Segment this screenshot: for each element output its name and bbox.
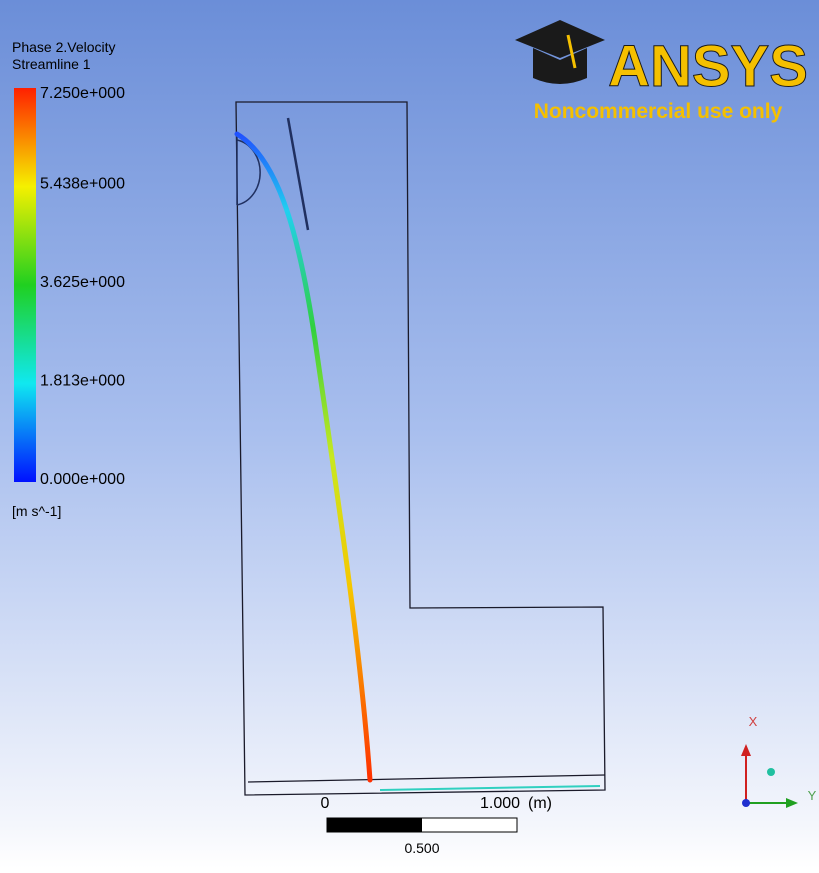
logo-note: Noncommercial use only bbox=[534, 100, 783, 123]
scale-end: 1.000 bbox=[480, 795, 520, 812]
legend-unit: [m s^-1] bbox=[12, 503, 61, 519]
scale-unit: (m) bbox=[528, 795, 552, 812]
legend-label: 7.250e+000 bbox=[40, 85, 125, 102]
legend-label: 1.813e+000 bbox=[40, 373, 125, 390]
triad-y-label: Y bbox=[808, 788, 817, 803]
scale-zero: 0 bbox=[321, 795, 330, 812]
legend-subtitle: Streamline 1 bbox=[12, 56, 91, 72]
scale-half: 0.500 bbox=[404, 840, 439, 856]
legend-label: 5.438e+000 bbox=[40, 176, 125, 193]
triad-z bbox=[767, 768, 775, 776]
viewport: Phase 2.Velocity Streamline 1 7.250e+000… bbox=[0, 0, 819, 868]
logo-name: ANSYS bbox=[608, 34, 808, 99]
legend-title: Phase 2.Velocity bbox=[12, 39, 116, 55]
legend-label: 0.000e+000 bbox=[40, 471, 125, 488]
color-bar bbox=[14, 88, 36, 482]
legend-label: 3.625e+000 bbox=[40, 274, 125, 291]
triad-x-label: X bbox=[749, 714, 758, 729]
scale-bar-fill bbox=[327, 818, 422, 832]
triad-origin bbox=[742, 799, 750, 807]
